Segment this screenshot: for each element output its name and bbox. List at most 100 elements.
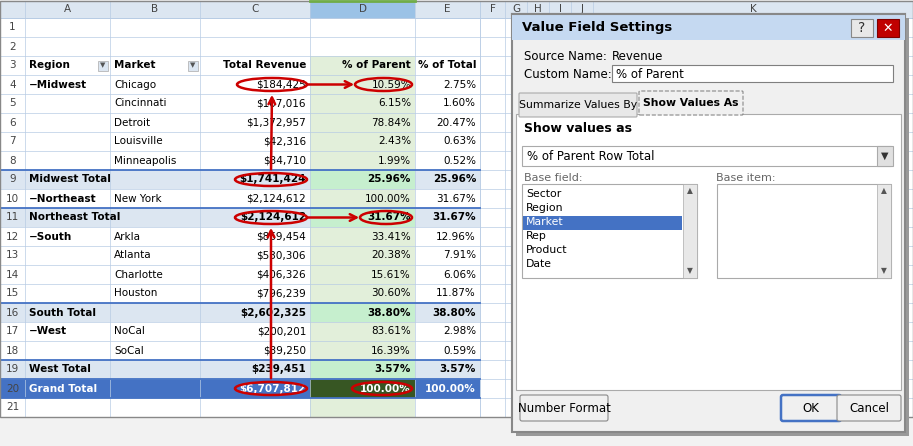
Bar: [0, 208, 480, 227]
Bar: [877, 184, 891, 278]
Text: 83.61%: 83.61%: [372, 326, 411, 336]
Text: 13: 13: [5, 251, 19, 260]
Text: Custom Name:: Custom Name:: [524, 67, 612, 80]
Text: 12.96%: 12.96%: [436, 231, 476, 241]
Text: Product: Product: [526, 245, 568, 255]
Bar: [310, 1, 415, 18]
Text: % of Parent Row Total: % of Parent Row Total: [527, 149, 655, 162]
Text: 100.00%: 100.00%: [425, 384, 476, 393]
Text: I: I: [559, 4, 561, 15]
Text: 25.96%: 25.96%: [368, 174, 411, 185]
Text: Midwest Total: Midwest Total: [29, 174, 110, 185]
Text: % of Parent: % of Parent: [342, 61, 411, 70]
Text: 19: 19: [5, 364, 19, 375]
Text: $200,201: $200,201: [257, 326, 306, 336]
Text: $42,316: $42,316: [263, 136, 306, 146]
Text: Louisville: Louisville: [114, 136, 163, 146]
Text: Atlanta: Atlanta: [114, 251, 152, 260]
Text: ▼: ▼: [100, 62, 106, 69]
Text: $1,741,424: $1,741,424: [239, 174, 306, 185]
Text: Sector: Sector: [526, 189, 561, 199]
Text: Houston: Houston: [114, 289, 157, 298]
Text: 1.99%: 1.99%: [378, 156, 411, 165]
Text: Arkla: Arkla: [114, 231, 141, 241]
Text: South Total: South Total: [29, 307, 96, 318]
Bar: [480, 1, 913, 417]
Text: J: J: [581, 4, 583, 15]
Text: 10: 10: [6, 194, 19, 203]
Text: % of Total: % of Total: [417, 61, 476, 70]
Text: $6,707,812: $6,707,812: [240, 384, 306, 393]
Text: $39,250: $39,250: [263, 346, 306, 355]
Bar: [480, 1, 913, 18]
Bar: [0, 379, 480, 398]
Text: K: K: [750, 4, 756, 15]
Text: $2,602,325: $2,602,325: [240, 307, 306, 318]
Text: 31.67%: 31.67%: [367, 212, 411, 223]
Text: $530,306: $530,306: [257, 251, 306, 260]
Text: Number Format: Number Format: [518, 401, 611, 414]
Text: $107,016: $107,016: [257, 99, 306, 108]
Bar: [188, 61, 198, 70]
Bar: [0, 1, 25, 18]
Bar: [0, 360, 480, 379]
Text: $1,372,957: $1,372,957: [247, 117, 306, 128]
Text: 11: 11: [5, 212, 19, 223]
Bar: [0, 1, 480, 18]
Text: 1.60%: 1.60%: [443, 99, 476, 108]
Bar: [877, 19, 899, 37]
Text: −Northeast: −Northeast: [29, 194, 97, 203]
Text: ▲: ▲: [687, 186, 692, 195]
Text: 15: 15: [5, 289, 19, 298]
Text: 16: 16: [5, 307, 19, 318]
Text: 15.61%: 15.61%: [372, 269, 411, 280]
Text: 17: 17: [5, 326, 19, 336]
Text: 0.59%: 0.59%: [443, 346, 476, 355]
Text: OK: OK: [803, 401, 820, 414]
Text: 33.41%: 33.41%: [372, 231, 411, 241]
Text: 3.57%: 3.57%: [374, 364, 411, 375]
Text: 21: 21: [5, 402, 19, 413]
Text: Market: Market: [526, 217, 563, 227]
Text: 0.63%: 0.63%: [443, 136, 476, 146]
Text: −Midwest: −Midwest: [29, 79, 87, 90]
Text: 2.75%: 2.75%: [443, 79, 476, 90]
Text: 6.06%: 6.06%: [443, 269, 476, 280]
Text: Cincinnati: Cincinnati: [114, 99, 166, 108]
Bar: [310, 170, 415, 189]
Text: 16.39%: 16.39%: [372, 346, 411, 355]
Text: Detroit: Detroit: [114, 117, 150, 128]
Text: Show values as: Show values as: [524, 121, 632, 135]
Text: 2.43%: 2.43%: [378, 136, 411, 146]
FancyBboxPatch shape: [520, 395, 608, 421]
Text: 3: 3: [9, 61, 16, 70]
Bar: [522, 184, 697, 278]
Text: 10.59%: 10.59%: [372, 79, 411, 90]
Text: Market: Market: [114, 61, 155, 70]
Bar: [522, 146, 891, 166]
Text: New York: New York: [114, 194, 162, 203]
Text: $869,454: $869,454: [257, 231, 306, 241]
Text: $2,124,612: $2,124,612: [240, 212, 306, 223]
Bar: [877, 146, 893, 166]
Text: ▼: ▼: [881, 267, 887, 276]
Text: 100.00%: 100.00%: [365, 194, 411, 203]
Text: 11.87%: 11.87%: [436, 289, 476, 298]
Bar: [523, 216, 681, 230]
Text: SoCal: SoCal: [114, 346, 143, 355]
Text: 0.52%: 0.52%: [443, 156, 476, 165]
Bar: [0, 170, 480, 189]
Text: Date: Date: [526, 259, 552, 269]
Bar: [310, 208, 415, 227]
Text: ?: ?: [858, 21, 866, 35]
Text: Revenue: Revenue: [612, 50, 664, 62]
Text: 5: 5: [9, 99, 16, 108]
Text: % of Parent: % of Parent: [616, 67, 684, 80]
Bar: [516, 18, 909, 436]
Bar: [612, 65, 893, 82]
Text: E: E: [445, 4, 451, 15]
Text: Charlotte: Charlotte: [114, 269, 163, 280]
Text: 7.91%: 7.91%: [443, 251, 476, 260]
Text: 18: 18: [5, 346, 19, 355]
Bar: [310, 379, 415, 398]
